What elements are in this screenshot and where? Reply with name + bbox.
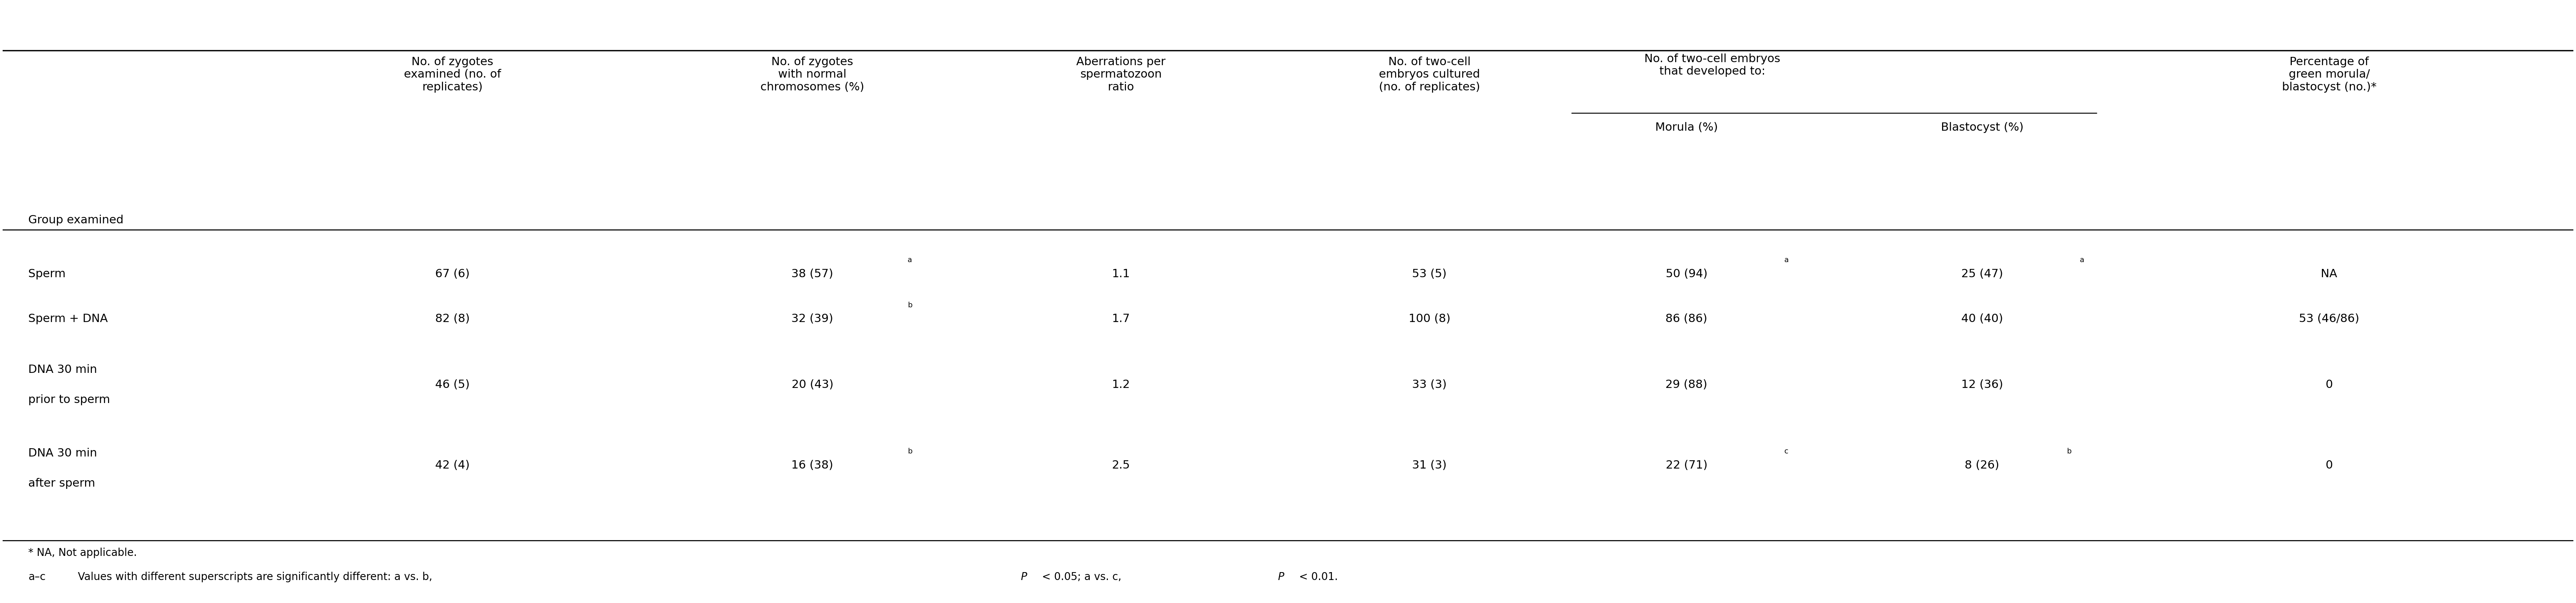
Text: 2.5: 2.5 [1113,460,1131,471]
Text: DNA 30 min: DNA 30 min [28,448,98,459]
Text: P: P [1278,572,1283,582]
Text: a–c: a–c [28,572,46,582]
Text: 20 (43): 20 (43) [791,379,832,390]
Text: 22 (71): 22 (71) [1667,460,1708,471]
Text: 40 (40): 40 (40) [1960,314,2004,324]
Text: 100 (8): 100 (8) [1409,314,1450,324]
Text: b: b [2066,448,2071,455]
Text: Morula (%): Morula (%) [1656,122,1718,133]
Text: 86 (86): 86 (86) [1667,314,1708,324]
Text: a: a [1785,257,1788,264]
Text: P: P [1020,572,1028,582]
Text: 32 (39): 32 (39) [791,314,835,324]
Text: Sperm: Sperm [28,268,64,280]
Text: a: a [907,257,912,264]
Text: 8 (26): 8 (26) [1965,460,1999,471]
Text: NA: NA [2321,268,2336,280]
Text: 1.2: 1.2 [1113,379,1131,390]
Text: No. of zygotes
with normal
chromosomes (%): No. of zygotes with normal chromosomes (… [760,57,866,93]
Text: Blastocyst (%): Blastocyst (%) [1940,122,2022,133]
Text: 42 (4): 42 (4) [435,460,469,471]
Text: c: c [1785,448,1788,455]
Text: Sperm + DNA: Sperm + DNA [28,314,108,324]
Text: b: b [907,302,912,309]
Text: 67 (6): 67 (6) [435,268,469,280]
Text: No. of two-cell
embryos cultured
(no. of replicates): No. of two-cell embryos cultured (no. of… [1378,57,1481,93]
Text: 46 (5): 46 (5) [435,379,469,390]
Text: 0: 0 [2326,379,2334,390]
Text: a: a [2079,257,2084,264]
Text: < 0.05; a vs. c,: < 0.05; a vs. c, [1038,572,1126,582]
Text: No. of two-cell embryos
that developed to:: No. of two-cell embryos that developed t… [1643,54,1780,77]
Text: after sperm: after sperm [28,478,95,489]
Text: No. of zygotes
examined (no. of
replicates): No. of zygotes examined (no. of replicat… [404,57,502,93]
Text: Aberrations per
spermatozoon
ratio: Aberrations per spermatozoon ratio [1077,57,1164,93]
Text: 53 (5): 53 (5) [1412,268,1448,280]
Text: 16 (38): 16 (38) [791,460,835,471]
Text: 12 (36): 12 (36) [1960,379,2004,390]
Text: * NA, Not applicable.: * NA, Not applicable. [28,548,137,558]
Text: 38 (57): 38 (57) [791,268,835,280]
Text: 50 (94): 50 (94) [1667,268,1708,280]
Text: 0: 0 [2326,460,2334,471]
Text: prior to sperm: prior to sperm [28,394,111,405]
Text: Percentage of
green morula/
blastocyst (no.)*: Percentage of green morula/ blastocyst (… [2282,57,2378,93]
Text: 1.7: 1.7 [1113,314,1131,324]
Text: 25 (47): 25 (47) [1960,268,2004,280]
Text: Group examined: Group examined [28,215,124,226]
Text: b: b [907,448,912,455]
Text: 29 (88): 29 (88) [1667,379,1708,390]
Text: DNA 30 min: DNA 30 min [28,364,98,375]
Text: 33 (3): 33 (3) [1412,379,1448,390]
Text: 53 (46/86): 53 (46/86) [2298,314,2360,324]
Text: < 0.01.: < 0.01. [1296,572,1337,582]
Text: 1.1: 1.1 [1113,268,1131,280]
Text: Values with different superscripts are significantly different: a vs. b,: Values with different superscripts are s… [75,572,435,582]
Text: 31 (3): 31 (3) [1412,460,1448,471]
Text: 82 (8): 82 (8) [435,314,469,324]
